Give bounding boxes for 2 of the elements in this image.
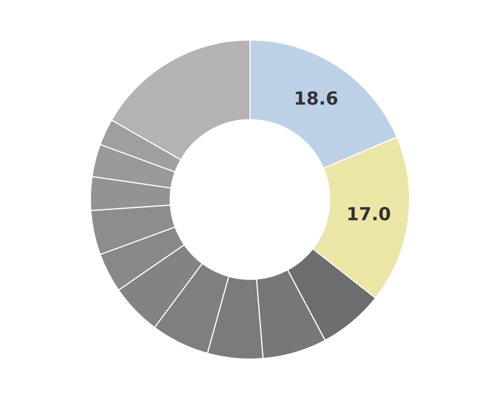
data-label: 17.0 bbox=[348, 206, 390, 220]
data-label: 18.6 bbox=[296, 91, 338, 105]
